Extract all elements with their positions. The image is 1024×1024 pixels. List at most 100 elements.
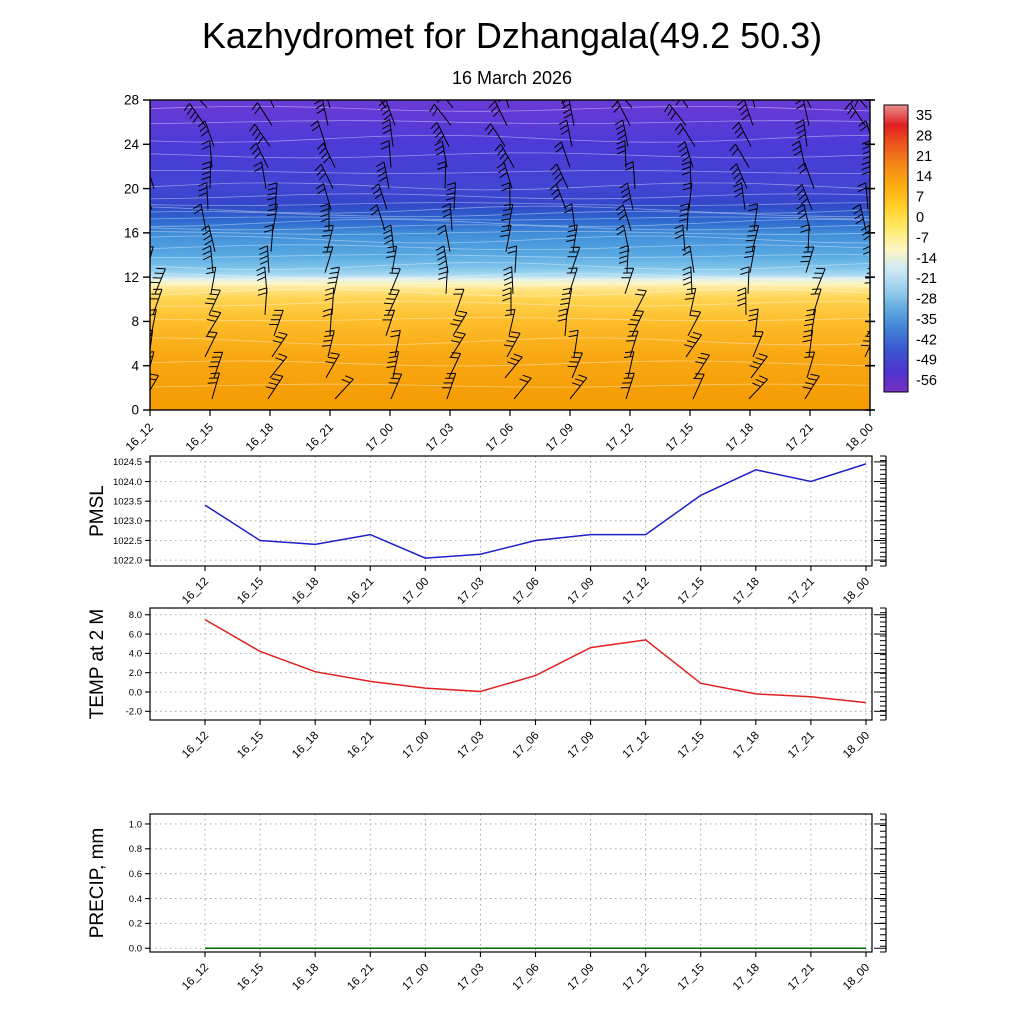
colorbar-tick-label: 28 bbox=[916, 128, 932, 144]
xsec-ytick-label: 28 bbox=[124, 93, 139, 108]
xsec-time-label: 17_06 bbox=[483, 420, 517, 454]
xsec-time-label: 17_12 bbox=[603, 420, 637, 454]
time-label: 16_18 bbox=[290, 730, 321, 761]
ytick-label: 0.6 bbox=[129, 869, 142, 880]
data-line bbox=[204, 463, 867, 559]
ytick-label: 1.0 bbox=[129, 819, 142, 830]
colorbar-tick-label: 7 bbox=[916, 190, 924, 206]
time-label: 17_09 bbox=[566, 730, 597, 761]
ytick-label: -2.0 bbox=[126, 707, 142, 718]
time-label: 18_00 bbox=[841, 730, 872, 761]
wind-barbs bbox=[150, 100, 870, 400]
data-line bbox=[204, 618, 867, 704]
time-label: 17_12 bbox=[621, 962, 652, 993]
colorbar-tick-label: 35 bbox=[916, 108, 932, 124]
time-label: 16_12 bbox=[180, 576, 211, 607]
colorbar-tick-label: -56 bbox=[916, 373, 937, 389]
time-label: 16_12 bbox=[180, 962, 211, 993]
time-label: 17_18 bbox=[731, 962, 762, 993]
ytick-label: 0.8 bbox=[129, 844, 142, 855]
time-label: 18_00 bbox=[841, 962, 872, 993]
pmsl-panel: 1022.0 1022.5 1023.0 1023.5 1024.0 1024.5 16_1… bbox=[87, 455, 887, 607]
xsec-time-label: 16_15 bbox=[183, 420, 217, 454]
time-label: 17_09 bbox=[566, 576, 597, 607]
xsec-time-label: 17_09 bbox=[543, 420, 577, 454]
colorbar-tick-label: 0 bbox=[916, 210, 924, 226]
colorbar-tick-label: -28 bbox=[916, 292, 937, 308]
contour-lines bbox=[150, 106, 870, 388]
xsec-ytick-label: 12 bbox=[124, 270, 139, 285]
temperature-colorbar: 35 28 21 14 7 0 -7 -14 -21 -28 -35 -42 -49 -56 bbox=[883, 104, 937, 393]
panel-ylabel: PMSL bbox=[87, 485, 108, 537]
ytick-label: 1022.5 bbox=[113, 536, 142, 547]
ytick-label: 1024.0 bbox=[113, 477, 142, 488]
right-axis-ruler bbox=[874, 455, 887, 567]
colorbar-tick-label: -21 bbox=[916, 271, 937, 287]
colorbar-tick-label: -14 bbox=[916, 251, 937, 267]
time-label: 16_21 bbox=[345, 962, 376, 993]
xsec-ytick-label: 4 bbox=[131, 358, 139, 373]
colorbar-tick-label: 21 bbox=[916, 149, 932, 165]
ytick-label: 0.0 bbox=[129, 687, 142, 698]
ytick-label: 4.0 bbox=[129, 649, 142, 660]
time-label: 18_00 bbox=[841, 576, 872, 607]
time-label: 17_06 bbox=[511, 962, 542, 993]
xsec-ytick-label: 20 bbox=[124, 181, 139, 196]
time-label: 17_09 bbox=[566, 962, 597, 993]
time-label: 17_06 bbox=[511, 730, 542, 761]
time-label: 16_21 bbox=[345, 730, 376, 761]
time-label: 16_18 bbox=[290, 576, 321, 607]
time-label: 17_18 bbox=[731, 576, 762, 607]
time-label: 17_00 bbox=[400, 576, 431, 607]
time-label: 17_06 bbox=[511, 576, 542, 607]
time-label: 17_15 bbox=[676, 962, 707, 993]
time-label: 16_12 bbox=[180, 730, 211, 761]
xsec-time-label: 17_03 bbox=[423, 420, 457, 454]
ytick-label: 1024.5 bbox=[113, 457, 142, 468]
xsec-time-label: 17_00 bbox=[363, 420, 397, 454]
time-label: 16_15 bbox=[235, 576, 266, 607]
ytick-label: 1023.5 bbox=[113, 497, 142, 508]
right-axis-ruler bbox=[874, 607, 887, 721]
time-label: 17_03 bbox=[455, 962, 486, 993]
page-title: Kazhydromet for Dzhangala(49.2 50.3) bbox=[202, 15, 822, 56]
time-label: 16_21 bbox=[345, 576, 376, 607]
colorbar-tick-label: -49 bbox=[916, 353, 937, 369]
ytick-label: 0.2 bbox=[129, 919, 142, 930]
ytick-label: 6.0 bbox=[129, 629, 142, 640]
time-label: 17_03 bbox=[455, 576, 486, 607]
ytick-label: 1023.0 bbox=[113, 516, 142, 527]
panel-ylabel: TEMP at 2 M bbox=[87, 609, 108, 720]
temp2m-panel: -2.0 0.0 2.0 4.0 6.0 8.0 16_12 16_15 16_18 16_21 1… bbox=[87, 607, 887, 761]
time-label: 17_00 bbox=[400, 730, 431, 761]
ytick-label: 1022.0 bbox=[113, 555, 142, 566]
colorbar-tick-label: -42 bbox=[916, 332, 937, 348]
colorbar-tick-label: -35 bbox=[916, 312, 937, 328]
time-label: 17_21 bbox=[786, 730, 817, 761]
time-label: 17_15 bbox=[676, 576, 707, 607]
xsec-ytick-label: 0 bbox=[131, 403, 139, 418]
xsec-time-label: 16_21 bbox=[303, 420, 337, 454]
xsec-ytick-label: 8 bbox=[131, 314, 139, 329]
cross-section-panel: 0 4 8 12 16 20 24 28 16_12 16_15 16_18 16_21 17_00 17… bbox=[123, 93, 877, 454]
page-subtitle: 16 March 2026 bbox=[452, 68, 572, 88]
xsec-time-label: 16_12 bbox=[123, 420, 157, 454]
xsec-time-label: 17_21 bbox=[783, 420, 817, 454]
xsec-time-label: 18_00 bbox=[843, 420, 877, 454]
xsec-ytick-label: 24 bbox=[124, 137, 140, 152]
panel-ylabel: PRECIP, mm bbox=[87, 828, 108, 939]
time-label: 17_15 bbox=[676, 730, 707, 761]
xsec-time-label: 17_18 bbox=[723, 420, 757, 454]
colorbar-tick-label: -7 bbox=[916, 230, 929, 246]
colorbar-tick-label: 14 bbox=[916, 169, 932, 185]
ytick-label: 2.0 bbox=[129, 668, 142, 679]
time-label: 16_15 bbox=[235, 962, 266, 993]
xsec-time-label: 16_18 bbox=[243, 420, 277, 454]
time-label: 17_21 bbox=[786, 576, 817, 607]
time-label: 17_03 bbox=[455, 730, 486, 761]
time-label: 16_15 bbox=[235, 730, 266, 761]
ytick-label: 0.4 bbox=[129, 894, 142, 905]
time-label: 17_00 bbox=[400, 962, 431, 993]
